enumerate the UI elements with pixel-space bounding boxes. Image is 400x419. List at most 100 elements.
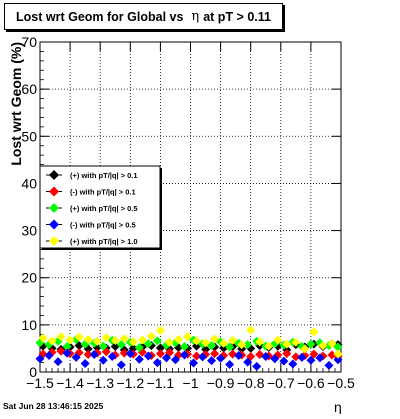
data-point <box>192 336 202 346</box>
data-point <box>53 357 63 367</box>
title-text: Lost wrt Geom for Global vs <box>16 9 184 24</box>
data-point <box>225 359 235 369</box>
data-point <box>83 350 93 360</box>
x-tick-label: −0.5 <box>327 375 355 391</box>
chart-title: Lost wrt Geom for Global vs η at pT > 0.… <box>4 3 283 30</box>
legend-label: (+) with pT/|q| > 0.1 <box>70 171 138 180</box>
data-point <box>101 333 111 343</box>
data-point <box>161 353 171 363</box>
data-point <box>152 358 162 368</box>
data-point <box>225 342 235 352</box>
legend-marker <box>49 236 59 246</box>
data-point <box>309 349 319 359</box>
data-point <box>170 355 180 365</box>
data-point <box>164 337 174 347</box>
data-points <box>35 325 343 371</box>
y-tick-label: 0 <box>29 364 37 380</box>
data-point <box>270 354 280 364</box>
data-point <box>210 334 220 344</box>
y-tick-label: 50 <box>21 128 37 144</box>
data-point <box>243 340 253 350</box>
data-point <box>255 337 265 347</box>
x-tick-label: −1.1 <box>147 375 175 391</box>
data-point <box>74 341 84 351</box>
data-point <box>219 343 229 353</box>
data-point <box>116 360 126 370</box>
data-point <box>264 341 274 351</box>
data-point <box>143 351 153 361</box>
data-point <box>252 361 262 371</box>
data-point <box>309 327 319 337</box>
data-point <box>119 348 129 358</box>
legend-box <box>39 165 161 249</box>
data-point <box>327 350 337 360</box>
data-point <box>134 342 144 352</box>
data-point <box>143 339 153 349</box>
data-point <box>282 349 292 359</box>
y-tick-label: 60 <box>21 81 37 97</box>
data-point <box>189 358 199 368</box>
data-point <box>62 348 72 358</box>
legend-marker <box>49 186 59 197</box>
data-point <box>234 351 244 360</box>
data-point <box>327 339 337 349</box>
data-point <box>182 332 192 342</box>
y-tick-label: 40 <box>21 175 37 191</box>
data-point <box>179 350 189 360</box>
data-point <box>306 339 316 349</box>
data-point <box>155 349 165 359</box>
data-point <box>228 335 238 345</box>
data-point <box>173 334 183 344</box>
legend-entries: (+) with pT/|q| > 0.1 (-) with pT/|q| > 0… <box>46 170 138 246</box>
data-point <box>192 351 202 361</box>
data-point <box>207 356 217 366</box>
data-point <box>107 351 117 361</box>
data-point <box>333 342 343 352</box>
data-point <box>119 334 129 344</box>
title-text-suffix: at pT > 0.11 <box>203 9 271 24</box>
data-point <box>92 336 102 346</box>
legend-label: (-) with pT/|q| > 0.5 <box>70 221 136 230</box>
data-point <box>35 354 45 364</box>
data-point <box>125 349 135 359</box>
data-point <box>279 356 289 366</box>
data-point <box>71 352 81 362</box>
x-tick-label: −1.4 <box>56 375 84 391</box>
x-tick-label: −0.6 <box>297 375 325 391</box>
data-point <box>210 349 220 359</box>
data-point <box>288 359 298 369</box>
series-3 <box>35 348 343 371</box>
data-point <box>146 331 156 341</box>
x-axis-label: η <box>334 399 342 414</box>
data-point <box>282 339 292 349</box>
data-point <box>228 349 238 359</box>
data-point <box>110 335 120 345</box>
legend-label: (+) with pT/|q| > 1.0 <box>70 237 138 246</box>
data-point <box>47 336 57 346</box>
data-point <box>98 341 108 351</box>
data-point <box>116 340 126 350</box>
legend-shadow-right <box>160 168 162 250</box>
x-tick-label: −1.2 <box>116 375 144 391</box>
y-tick-label: 20 <box>21 270 37 286</box>
x-tick-label: −0.8 <box>237 375 265 391</box>
data-point <box>318 341 328 351</box>
x-tick-label: −0.9 <box>207 375 235 391</box>
data-point <box>44 351 54 360</box>
data-point <box>297 352 307 362</box>
data-point <box>201 338 211 348</box>
data-point <box>198 352 208 362</box>
legend-marker <box>49 219 59 230</box>
legend: (+) with pT/|q| > 0.1 (-) with pT/|q| > 0… <box>39 165 162 250</box>
legend-marker <box>49 203 59 213</box>
data-point <box>74 332 84 342</box>
data-point <box>246 325 256 335</box>
legend-label: (+) with pT/|q| > 0.5 <box>70 204 138 213</box>
data-point <box>128 337 138 347</box>
y-axis-label: Lost wrt Geom (%) <box>8 42 24 166</box>
y-tick-labels: 0 10 20 30 40 50 60 70 <box>21 34 37 380</box>
title-eta-symbol: η <box>191 9 200 24</box>
data-point <box>83 334 93 344</box>
